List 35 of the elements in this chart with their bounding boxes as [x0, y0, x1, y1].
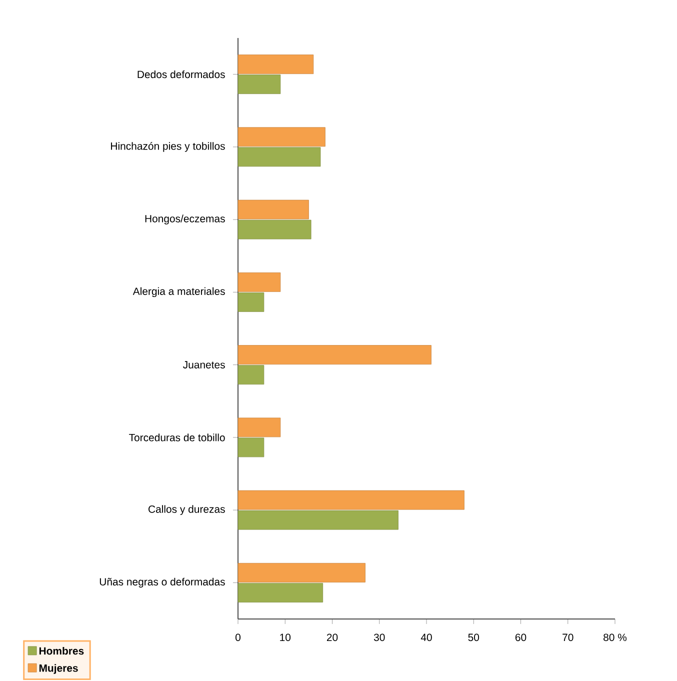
- x-tick-label: 0: [235, 634, 240, 642]
- legend-label: Hombres: [39, 646, 84, 655]
- bar: [238, 292, 264, 312]
- x-tick-label: 20: [326, 634, 338, 642]
- bar: [238, 147, 321, 167]
- bar: [238, 418, 281, 438]
- y-tick-label: Torceduras de tobillo: [129, 434, 225, 442]
- bar: [238, 200, 309, 220]
- x-tick-label: 80 %: [604, 634, 627, 642]
- y-tick-label: Hinchazón pies y tobillos: [111, 142, 225, 152]
- bar: [238, 54, 314, 74]
- x-tick-label: 60: [515, 634, 526, 642]
- bar: [238, 438, 264, 458]
- x-tick-label: 50: [468, 634, 480, 642]
- y-tick-label: Juanetes: [183, 361, 225, 368]
- bar: [238, 365, 264, 385]
- x-tick-label: 30: [374, 634, 385, 642]
- bar: [238, 74, 281, 94]
- bar: [238, 562, 366, 582]
- y-tick-label: Hongos/eczemas: [145, 214, 225, 224]
- y-tick-label: Dedos deformados: [138, 70, 225, 78]
- bar: [238, 490, 464, 510]
- x-tick-label: 40: [420, 634, 432, 642]
- bar: [238, 272, 281, 292]
- x-tick-label: 10: [280, 634, 291, 642]
- y-tick-label: Alergia a materiales: [132, 287, 225, 298]
- y-tick-label: Uñas negras o deformadas: [100, 578, 225, 588]
- bar: [238, 220, 312, 240]
- legend-label: Mujeres: [39, 664, 78, 674]
- bar: [238, 510, 398, 530]
- bar: [238, 582, 324, 602]
- y-tick-label: Callos y durezas: [148, 505, 225, 515]
- bar: [238, 345, 432, 365]
- bar: [238, 127, 326, 147]
- x-tick-label: 70: [562, 634, 574, 642]
